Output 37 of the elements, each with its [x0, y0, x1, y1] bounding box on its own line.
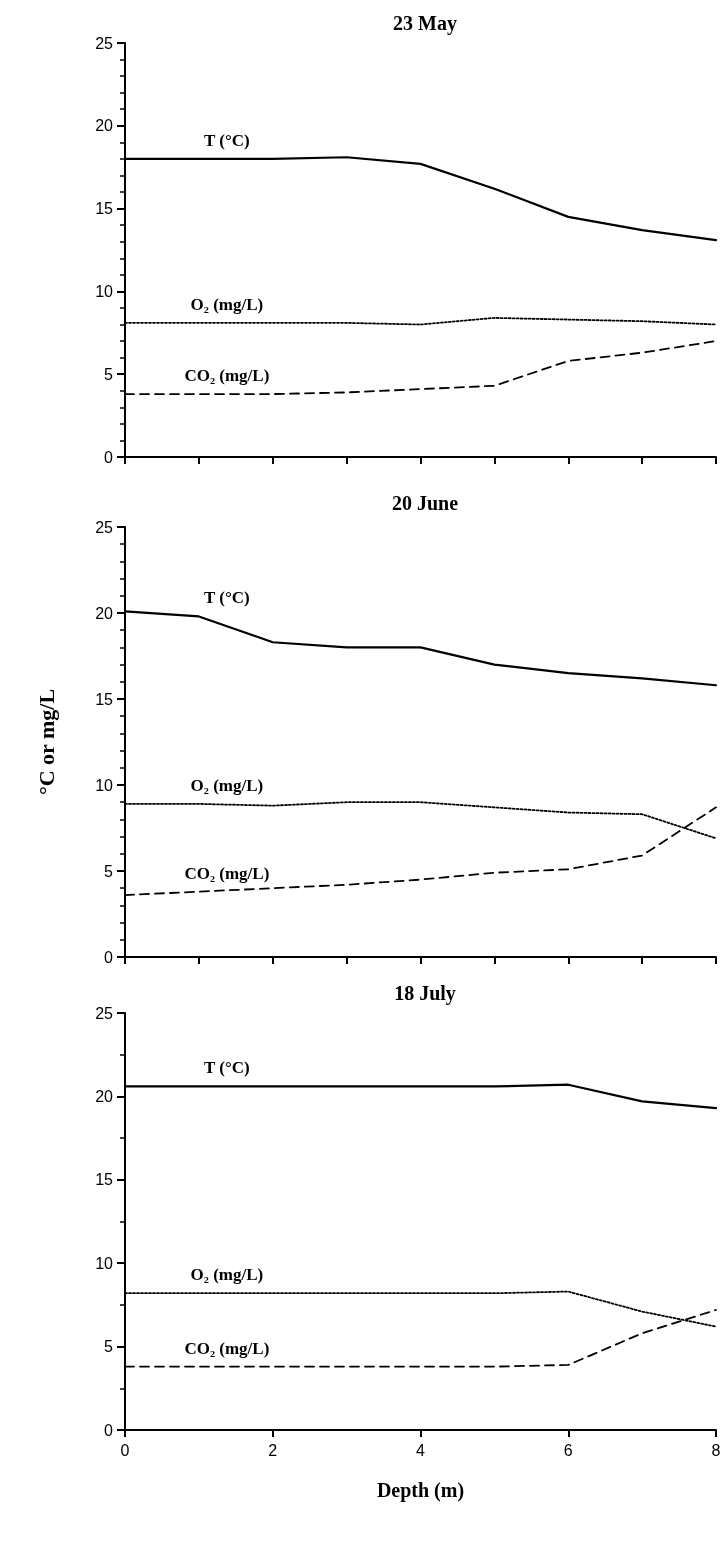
y-tick-label: 0	[104, 948, 114, 966]
y-tick-label: 25	[95, 518, 114, 536]
series-label: O₂ (mg/L)	[190, 775, 264, 795]
chart-title: 23 May	[393, 12, 457, 35]
series-label: T (°C)	[204, 1058, 250, 1078]
series-label: T (°C)	[204, 130, 250, 150]
series-label: T (°C)	[204, 588, 250, 608]
y-tick-label: 5	[104, 365, 114, 383]
series-label: O₂ (mg/L)	[190, 294, 264, 314]
y-tick-label: 25	[95, 34, 114, 52]
x-tick-label: 0	[120, 1441, 130, 1459]
y-tick-label: 20	[95, 117, 114, 135]
chart-title: 18 July	[394, 982, 456, 1005]
x-tick-label: 4	[416, 1441, 426, 1459]
y-tick-label: 5	[104, 1338, 114, 1356]
y-tick-label: 15	[95, 1171, 114, 1189]
y-tick-label: 10	[95, 1254, 114, 1272]
y-tick-label: 25	[95, 1004, 114, 1022]
y-tick-label: 10	[95, 282, 114, 300]
chart-title: 20 June	[391, 492, 459, 514]
x-axis-title: Depth (m)	[376, 1479, 465, 1502]
series-label: CO₂ (mg/L)	[184, 366, 270, 386]
y-tick-label: 15	[95, 200, 114, 218]
y-tick-label: 0	[104, 1421, 114, 1439]
y-axis-title: °C or mg/L	[33, 688, 59, 796]
x-tick-label: 2	[268, 1441, 278, 1459]
series-label: CO₂ (mg/L)	[184, 1338, 270, 1358]
y-tick-label: 20	[95, 1087, 114, 1105]
y-tick-label: 20	[95, 604, 114, 622]
series-label: CO₂ (mg/L)	[184, 863, 270, 883]
y-tick-label: 5	[104, 862, 114, 880]
series-label: O₂ (mg/L)	[190, 1265, 264, 1285]
y-tick-label: 0	[104, 448, 114, 466]
y-tick-label: 10	[95, 776, 114, 794]
x-tick-label: 6	[563, 1441, 573, 1459]
y-tick-label: 15	[95, 690, 114, 708]
x-tick-label: 8	[711, 1441, 721, 1459]
